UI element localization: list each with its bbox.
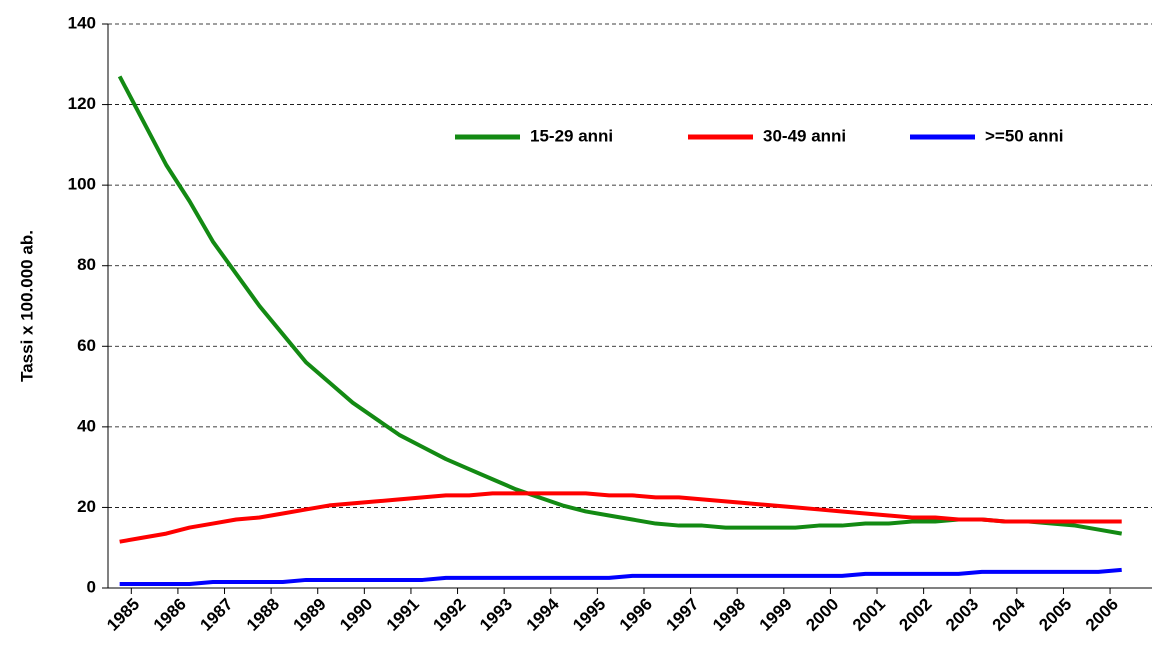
y-tick-label: 140 (68, 13, 96, 32)
x-tick-label: 2003 (942, 595, 982, 635)
x-tick-label: 2002 (895, 595, 935, 635)
x-tick-label: 1992 (429, 595, 469, 635)
y-tick-label: 40 (77, 416, 96, 435)
y-tick-label: 20 (77, 497, 96, 516)
x-tick-label: 1987 (196, 595, 236, 635)
x-tick-label: 1990 (336, 595, 376, 635)
y-tick-label: 120 (68, 94, 96, 113)
x-tick-label: 1991 (383, 595, 423, 635)
x-tick-label: 1994 (523, 594, 564, 635)
x-tick-label: 1993 (476, 595, 516, 635)
y-axis-label: Tassi x 100.000 ab. (17, 230, 36, 382)
y-tick-label: 80 (77, 255, 96, 274)
x-tick-label: 2004 (989, 594, 1030, 635)
x-tick-label: 2001 (849, 595, 889, 635)
x-tick-label: 2000 (802, 595, 842, 635)
series-line (119, 567, 1122, 586)
y-tick-label: 60 (77, 336, 96, 355)
x-tick-label: 2006 (1082, 595, 1122, 635)
x-tick-label: 2005 (1035, 595, 1075, 635)
x-tick-label: 1986 (150, 595, 190, 635)
x-tick-label: 1988 (243, 595, 283, 635)
legend-label: 30-49 anni (763, 126, 846, 145)
x-tick-label: 1989 (290, 595, 330, 635)
x-tick-label: 1996 (616, 595, 656, 635)
series-line (119, 491, 1122, 544)
y-tick-label: 100 (68, 175, 96, 194)
x-tick-label: 1995 (569, 595, 609, 635)
x-tick-label: 1998 (709, 595, 749, 635)
x-tick-label: 1985 (103, 595, 143, 635)
legend-label: >=50 anni (985, 126, 1063, 145)
y-tick-label: 0 (87, 577, 96, 596)
x-tick-label: 1999 (756, 595, 796, 635)
legend-label: 15-29 anni (530, 126, 613, 145)
series-line (117, 75, 1123, 536)
x-tick-label: 1997 (662, 595, 702, 635)
